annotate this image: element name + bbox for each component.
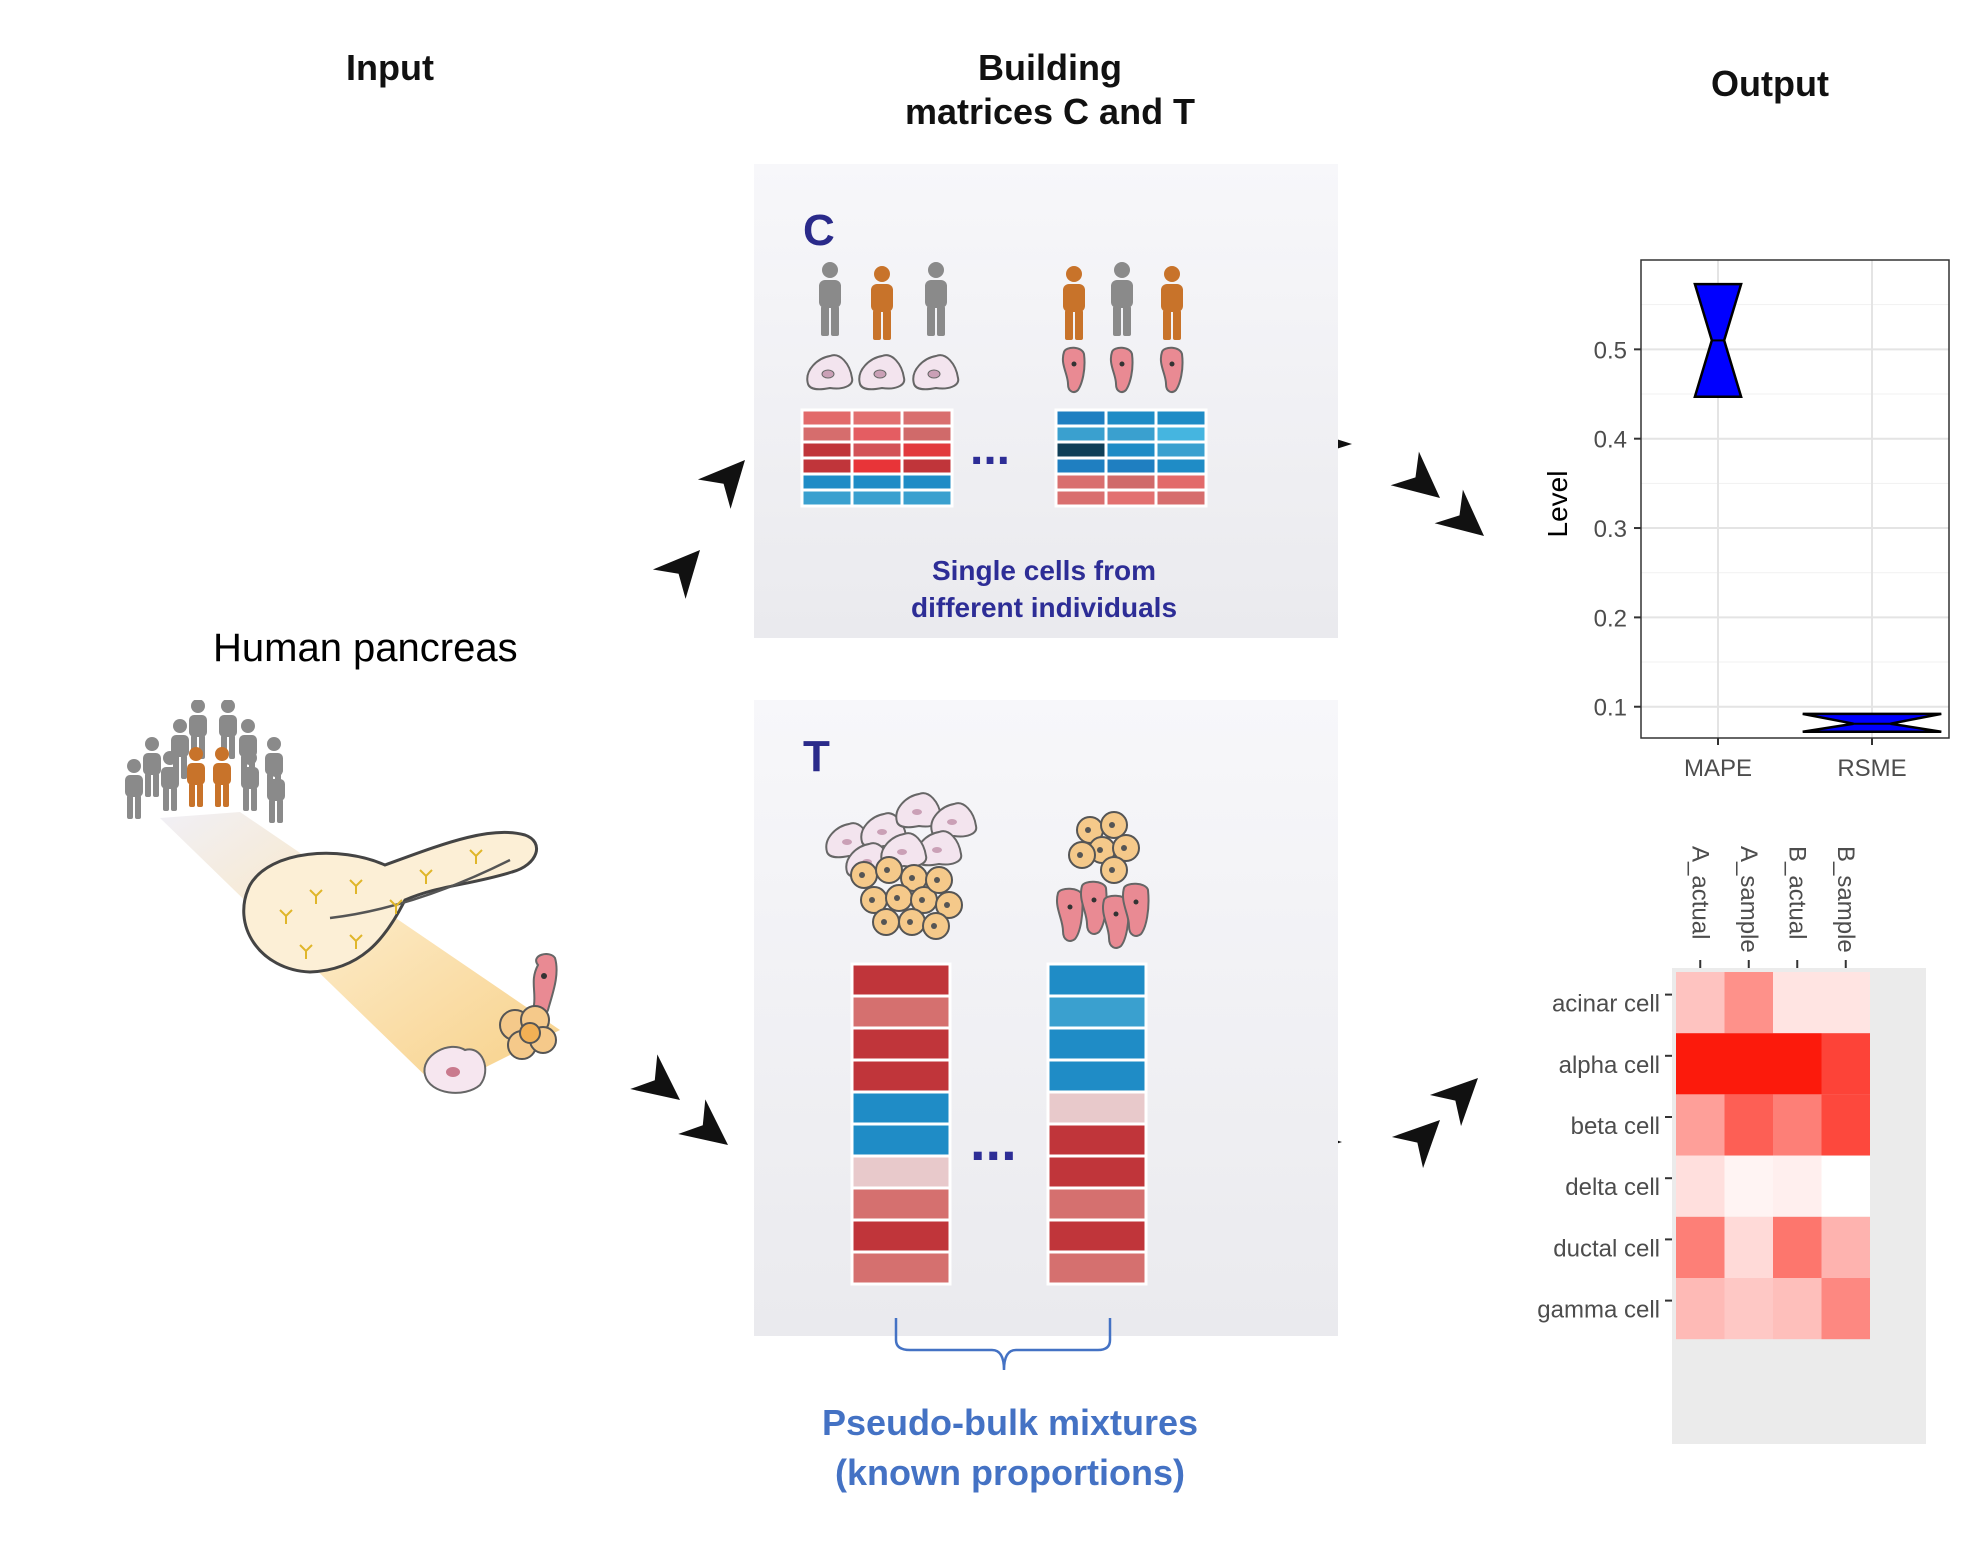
heatmap-row-label: ductal cell [1553, 1235, 1660, 1262]
boxplot-grid [1641, 260, 1949, 738]
mixture-cells-left [825, 792, 978, 940]
arrow-t-to-output-2 [1429, 1062, 1494, 1127]
boxplot-ylabel: Level [1542, 471, 1573, 538]
heatmap-cell [1676, 1155, 1725, 1217]
mixture-column-left [850, 962, 952, 1286]
boxplot-chart: 0.1 0.2 0.3 0.4 0.5 MAPE RSME Level [1542, 259, 1950, 782]
cell-icon [1109, 346, 1134, 393]
heatmap-cell [1773, 972, 1822, 1034]
heatmap-cell [1676, 1033, 1725, 1095]
heatmap-col-label: A_sample [1735, 846, 1762, 953]
heatmap-row-label: gamma cell [1537, 1297, 1660, 1324]
heatmap-row-label: alpha cell [1559, 1052, 1660, 1079]
y-tick-label: 0.2 [1594, 605, 1627, 632]
heatmap-cell [1821, 972, 1870, 1034]
islet-cluster [499, 1005, 557, 1060]
header-building: Building matrices C and T [840, 46, 1260, 134]
y-tick-label: 0.3 [1594, 516, 1627, 543]
mixture-brace [894, 1318, 1112, 1371]
person-female-icon [1063, 266, 1085, 340]
ellipsis-t: ... [970, 1109, 1017, 1172]
cell-icon [858, 354, 906, 391]
header-building-line1: Building [978, 47, 1122, 88]
arrow-c-to-output-2 [1434, 489, 1499, 553]
panel-c-note-line1: Single cells from [931, 555, 1157, 586]
beta-cell [532, 953, 558, 1018]
cell-icon [1159, 346, 1184, 393]
pancreas-illustration [125, 700, 560, 1094]
heatmap-cell [1676, 1216, 1725, 1278]
boxplot-frame [1640, 259, 1950, 739]
matrix-c-right [1054, 408, 1208, 508]
heatmap-cell [1676, 1278, 1725, 1340]
heatmap-cell [1773, 1278, 1822, 1340]
person-male-icon [819, 262, 841, 336]
pancreas-organ [242, 830, 538, 974]
cell-icon [1061, 346, 1086, 393]
y-tick-label: 0.1 [1594, 695, 1627, 722]
header-output: Output [1711, 63, 1829, 104]
heatmap-cell [1773, 1094, 1822, 1156]
cell-icon [912, 354, 960, 391]
heatmap-cell [1773, 1155, 1822, 1217]
arrow-c-to-output-1 [1390, 451, 1455, 515]
person-male-icon [1111, 262, 1133, 336]
heatmap-cell [1821, 1155, 1870, 1217]
heatmap-cell [1676, 972, 1725, 1034]
header-input: Input [346, 47, 434, 88]
arrow-input-to-t-1 [630, 1054, 694, 1118]
mixtures-caption: Pseudo-bulk mixtures (known proportions) [790, 1398, 1230, 1498]
arrow-input-to-t-2 [678, 1099, 742, 1163]
heatmap-cell [1821, 1216, 1870, 1278]
heatmap-col-label: B_actual [1783, 846, 1810, 939]
heatmap-cell [1821, 1094, 1870, 1156]
heatmap-col-label: A_actual [1686, 846, 1713, 939]
person-male-icon [925, 262, 947, 336]
panel-c-letter: C [803, 206, 835, 255]
panel-c-note: Single cells from different individuals [854, 552, 1234, 626]
arrow-input-to-c-1 [652, 535, 717, 599]
cell-icon [806, 354, 854, 391]
panel-c-note-line2: different individuals [910, 592, 1178, 623]
heatmap-cell [1773, 1033, 1822, 1095]
heatmap-cell [1724, 1278, 1773, 1340]
heatmap-col-label: B_sample [1832, 846, 1859, 953]
matrix-c-left [800, 408, 954, 508]
heatmap-cell [1821, 1278, 1870, 1340]
heatmap-cell [1773, 1216, 1822, 1278]
y-tick-label: 0.5 [1594, 337, 1627, 364]
mixtures-caption-line1: Pseudo-bulk mixtures [821, 1402, 1199, 1443]
heatmap-cell [1724, 1216, 1773, 1278]
person-female-icon [1161, 266, 1183, 340]
panel-t-letter: T [803, 732, 830, 781]
header-building-line2: matrices C and T [904, 91, 1196, 132]
heatmap-cell [1724, 972, 1773, 1034]
heatmap-cell [1821, 1033, 1870, 1095]
heatmap-row-label: acinar cell [1552, 991, 1660, 1018]
ellipsis-c: ... [970, 422, 1010, 475]
person-female-icon [871, 266, 893, 340]
panel-c [754, 164, 1338, 638]
arrow-t-to-output-1 [1391, 1104, 1456, 1169]
heatmap-chart: acinar cell alpha cell beta cell delta cell… [1537, 846, 1926, 1444]
heatmap-row-label: delta cell [1565, 1174, 1660, 1201]
heatmap-cell [1724, 1094, 1773, 1156]
mixture-cells-right [1055, 811, 1150, 949]
heatmap-cell [1676, 1094, 1725, 1156]
heatmap-cell [1724, 1155, 1773, 1217]
y-tick-label: 0.4 [1594, 427, 1627, 454]
panel-c-figure: ... [800, 262, 1208, 508]
x-tick-label-rsme: RSME [1837, 755, 1906, 782]
arrow-input-to-c-2 [697, 445, 762, 509]
heatmap-row-label: beta cell [1571, 1113, 1660, 1140]
panel-t-figure: ... [825, 792, 1150, 1371]
heatmap-cell [1724, 1033, 1773, 1095]
mixtures-caption-line2: (known proportions) [835, 1452, 1185, 1493]
mixture-column-right [1046, 962, 1148, 1286]
islet-marks [279, 849, 483, 959]
pancreas-title: Human pancreas [213, 626, 518, 670]
x-tick-label-mape: MAPE [1684, 755, 1752, 782]
